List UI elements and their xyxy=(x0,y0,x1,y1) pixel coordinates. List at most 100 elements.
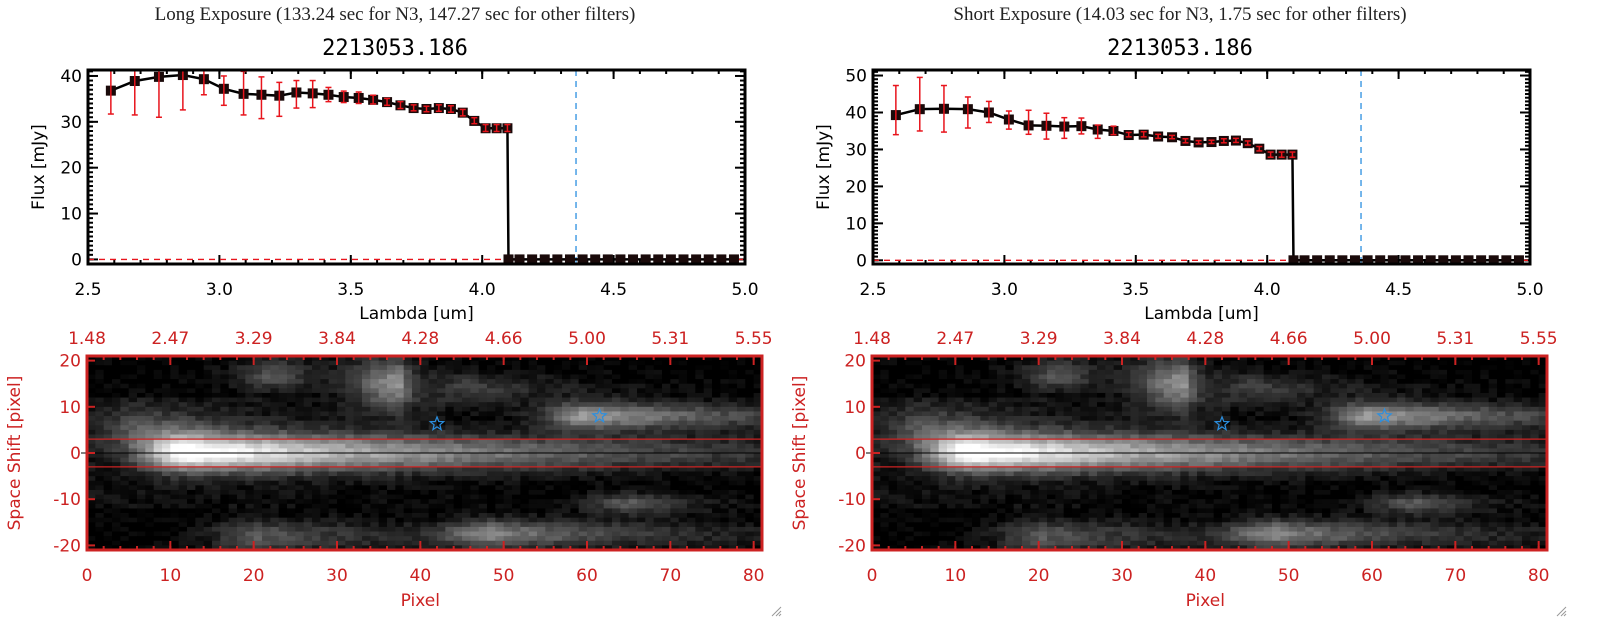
image-pixel xyxy=(345,489,355,495)
image-pixel xyxy=(403,489,413,495)
image-pixel xyxy=(997,388,1006,394)
image-pixel xyxy=(237,416,246,422)
image-pixel xyxy=(362,453,371,459)
image-pixel xyxy=(1463,365,1473,371)
image-pixel xyxy=(128,420,138,426)
image-pixel xyxy=(695,369,705,375)
image-pixel xyxy=(603,392,613,398)
image-pixel xyxy=(112,545,121,551)
image-pixel xyxy=(420,540,430,546)
image-pixel xyxy=(287,457,296,463)
image-pixel xyxy=(1188,374,1198,380)
image-pixel xyxy=(687,457,696,463)
image-pixel xyxy=(145,480,155,486)
image-pixel xyxy=(687,540,696,546)
image-pixel xyxy=(662,406,671,412)
image-pixel xyxy=(145,545,155,551)
image-pixel xyxy=(270,540,280,546)
image-pixel xyxy=(328,420,338,426)
image-pixel xyxy=(872,388,881,394)
image-pixel xyxy=(462,480,471,486)
image-pixel xyxy=(362,434,371,440)
image-pixel xyxy=(687,499,696,505)
image-pixel xyxy=(387,434,396,440)
image-pixel xyxy=(245,392,255,398)
image-pixel xyxy=(287,443,296,449)
image-pixel xyxy=(1472,365,1481,371)
image-pixel xyxy=(295,356,305,362)
image-pixel xyxy=(287,356,296,362)
x-tick-label: 3.5 xyxy=(337,280,364,300)
image-pixel xyxy=(328,485,338,491)
image-pixel xyxy=(120,471,130,477)
image-pixel xyxy=(228,499,238,505)
image-pixel xyxy=(512,374,521,380)
image-pixel xyxy=(362,429,371,435)
image-pixel xyxy=(1230,360,1240,366)
image-pixel xyxy=(503,485,513,491)
image-pixel xyxy=(220,522,230,528)
image-pixel xyxy=(203,420,213,426)
image-pixel xyxy=(1172,383,1181,389)
image-pixel xyxy=(1230,392,1240,398)
image-pixel xyxy=(512,369,521,375)
image-pixel xyxy=(320,379,330,385)
image-pixel xyxy=(712,416,721,422)
image-pixel xyxy=(170,443,180,449)
image-pixel xyxy=(328,480,338,486)
image-pixel xyxy=(645,457,655,463)
image-pixel xyxy=(1063,392,1073,398)
image-pixel xyxy=(1163,374,1173,380)
image-pixel xyxy=(403,379,413,385)
image-pixel xyxy=(745,429,755,435)
image-pixel xyxy=(545,392,555,398)
image-pixel xyxy=(287,406,296,412)
image-pixel xyxy=(1113,383,1123,389)
image-pixel xyxy=(103,485,113,491)
image-pixel xyxy=(1272,383,1281,389)
x-tick-label: 2.5 xyxy=(859,280,886,300)
image-pixel xyxy=(1488,374,1498,380)
image-pixel xyxy=(378,392,388,398)
image-pixel xyxy=(703,416,713,422)
image-pixel xyxy=(528,448,538,454)
image-pixel xyxy=(980,374,990,380)
image-pixel xyxy=(170,462,180,468)
image-pixel xyxy=(712,356,721,362)
image-pixel xyxy=(428,443,438,449)
image-pixel xyxy=(653,406,663,412)
image-pixel xyxy=(1247,365,1256,371)
image-pixel xyxy=(1205,388,1215,394)
image-pixel xyxy=(745,471,755,477)
image-pixel xyxy=(295,480,305,486)
image-pixel xyxy=(595,420,605,426)
image-pixel xyxy=(570,457,580,463)
image-pixel xyxy=(1472,383,1481,389)
image-pixel xyxy=(253,489,263,495)
image-pixel xyxy=(678,416,688,422)
image-pixel xyxy=(453,388,463,394)
image-pixel xyxy=(195,439,205,445)
image-pixel xyxy=(570,448,580,454)
image-pixel xyxy=(503,466,513,472)
image-pixel xyxy=(678,489,688,495)
image-pixel xyxy=(1230,369,1240,375)
image-pixel xyxy=(187,420,196,426)
image-pixel xyxy=(270,439,280,445)
image-pixel xyxy=(1305,388,1315,394)
image-pixel xyxy=(1130,360,1140,366)
image-pixel xyxy=(637,443,646,449)
image-pixel xyxy=(345,439,355,445)
image-pixel xyxy=(728,545,738,551)
image-pixel xyxy=(128,360,138,366)
image-pixel xyxy=(137,406,146,412)
image-pixel xyxy=(370,503,380,509)
image-pixel xyxy=(1288,374,1298,380)
image-pixel xyxy=(212,536,221,542)
image-pixel xyxy=(645,360,655,366)
image-pixel xyxy=(178,448,188,454)
image-pixel xyxy=(545,443,555,449)
image-pixel xyxy=(328,406,338,412)
image-pixel xyxy=(678,522,688,528)
image-pixel xyxy=(528,383,538,389)
